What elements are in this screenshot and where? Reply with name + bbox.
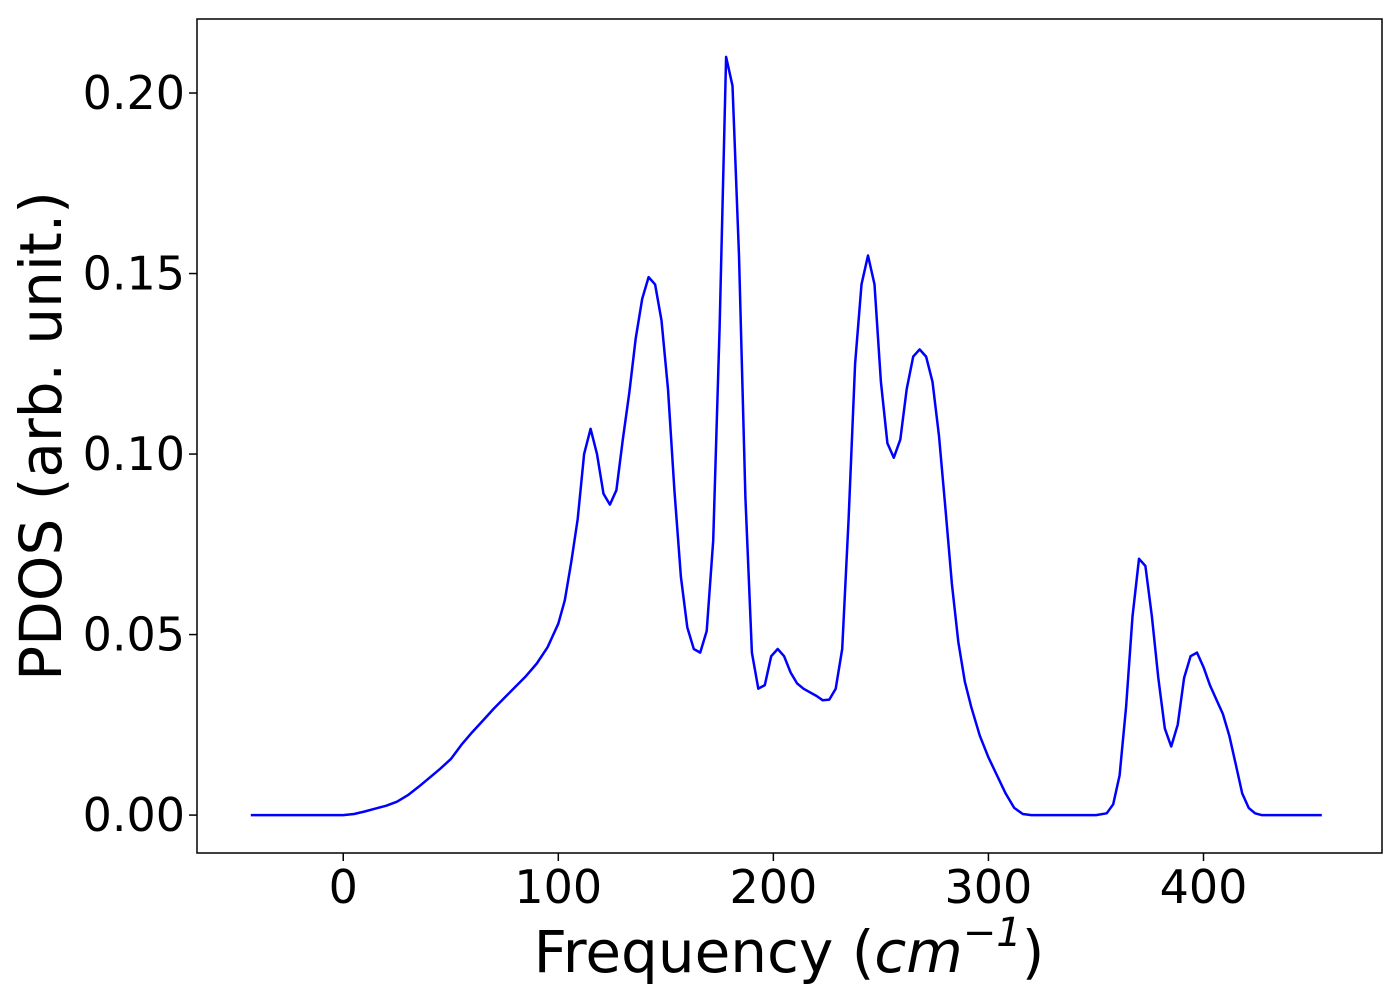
- x-tick-label: 100: [514, 860, 602, 914]
- x-tick-label: 0: [329, 860, 358, 914]
- y-tick-label: 0.10: [83, 427, 185, 481]
- x-axis-label-close: ): [1022, 918, 1045, 986]
- pdos-series-line: [250, 55, 1322, 817]
- x-axis-label: Frequency (cm−1): [534, 910, 1045, 986]
- series-group: [250, 55, 1322, 817]
- y-axis-ticks: 0.00 0.05 0.10 0.15 0.20: [83, 66, 197, 842]
- y-tick-label: 0.20: [83, 66, 185, 120]
- y-tick-label: 0.05: [83, 608, 185, 662]
- x-axis-ticks: 0 100 200 300 400: [329, 853, 1248, 914]
- x-axis-label-text: Frequency (: [534, 918, 875, 986]
- x-tick-label: 200: [729, 860, 817, 914]
- x-tick-label: 300: [945, 860, 1033, 914]
- y-tick-label: 0.15: [83, 247, 185, 301]
- x-axis-label-exponent: −1: [963, 910, 1022, 956]
- x-tick-label: 400: [1160, 860, 1248, 914]
- y-tick-label: 0.00: [83, 788, 185, 842]
- x-axis-label-unit: cm: [874, 918, 962, 986]
- plot-frame: [196, 18, 1383, 854]
- y-axis-label: PDOS (arb. unit.): [7, 191, 75, 681]
